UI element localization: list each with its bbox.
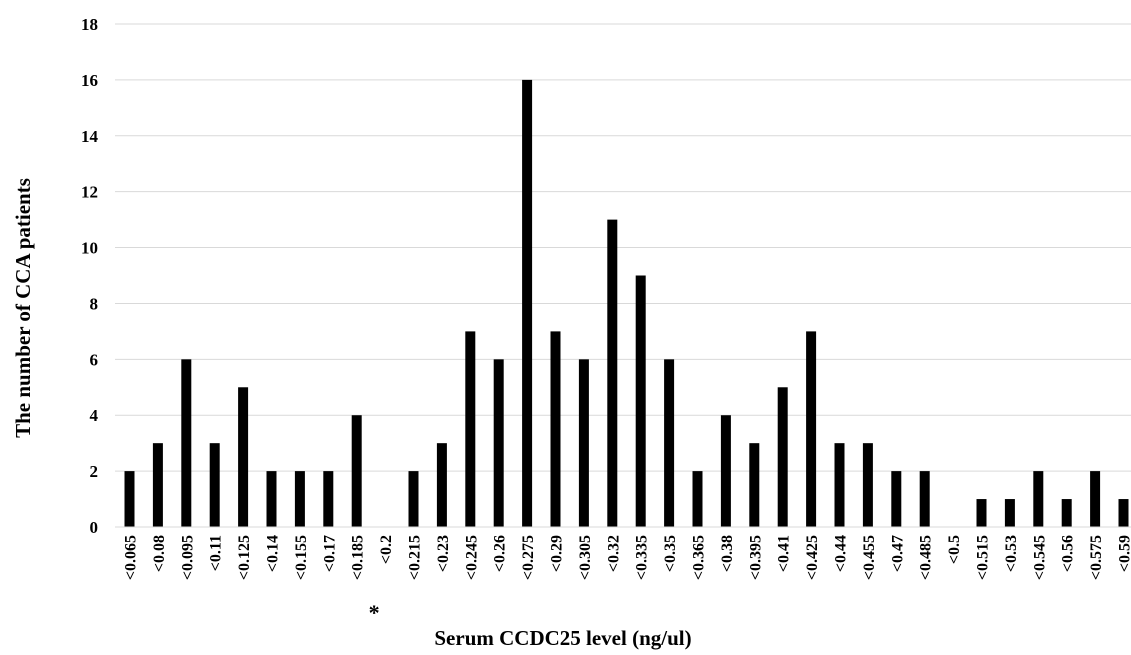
bar	[266, 471, 277, 527]
x-tick-label: <0.41	[776, 535, 793, 572]
x-tick-label: <0.26	[492, 535, 509, 572]
x-axis-title: Serum CCDC25 level (ng/ul)	[434, 626, 691, 650]
x-tick-label: <0.47	[889, 535, 906, 572]
x-tick-label: <0.515	[975, 535, 992, 580]
bar	[891, 471, 902, 527]
bar	[834, 443, 845, 527]
bar	[1033, 471, 1044, 527]
bar	[408, 471, 419, 527]
gridlines	[115, 23, 1131, 472]
x-tick-label: <0.23	[435, 535, 452, 572]
x-tick-label: <0.14	[265, 535, 282, 572]
bar	[465, 331, 476, 527]
x-tick-label: <0.425	[804, 535, 821, 580]
x-tick-label: <0.365	[691, 535, 708, 580]
x-tick-label: <0.59	[1117, 535, 1131, 572]
bar	[436, 443, 447, 527]
bar	[749, 443, 760, 527]
x-tick-label: <0.395	[747, 535, 764, 580]
x-tick-label: <0.08	[151, 535, 168, 572]
x-tick-label: <0.545	[1031, 535, 1048, 580]
x-tick-label: <0.575	[1088, 535, 1105, 580]
bar	[635, 275, 646, 527]
bar	[1090, 471, 1101, 527]
bar	[152, 443, 163, 527]
x-tick-label: <0.56	[1060, 535, 1077, 572]
footnote-asterisk: *	[369, 600, 380, 625]
y-tick-label: 10	[81, 239, 98, 258]
x-axis-ticks: <0.065 <0.08 <0.095 <0.11 <0.125 <0.14 <0.155 <…	[123, 535, 1131, 580]
bar	[919, 471, 930, 527]
bar	[323, 471, 334, 527]
bar	[294, 471, 305, 527]
y-tick-label: 16	[81, 71, 98, 90]
x-tick-label: <0.38	[719, 535, 736, 572]
x-tick-label: <0.11	[208, 535, 225, 571]
bar	[976, 499, 987, 527]
x-tick-label: <0.305	[577, 535, 594, 580]
x-tick-label: <0.44	[833, 535, 850, 572]
bar	[550, 331, 561, 527]
y-tick-label: 8	[90, 294, 99, 313]
bar	[806, 331, 817, 527]
bar	[692, 471, 703, 527]
y-tick-label: 4	[90, 406, 99, 425]
y-axis-ticks: 0 2 4 6 8 10 12 14 16 18	[81, 15, 99, 537]
bar	[181, 359, 192, 527]
bar	[578, 359, 589, 527]
x-tick-label: <0.275	[520, 535, 537, 580]
y-tick-label: 6	[90, 350, 99, 369]
y-tick-label: 12	[81, 183, 98, 202]
x-tick-label: <0.245	[463, 535, 480, 580]
x-tick-label: <0.485	[918, 535, 935, 580]
x-tick-label: <0.35	[662, 535, 679, 572]
x-tick-label: <0.215	[407, 535, 424, 580]
y-tick-label: 14	[81, 127, 99, 146]
bar	[720, 415, 731, 527]
bars	[124, 79, 1129, 527]
y-tick-label: 2	[90, 462, 99, 481]
x-tick-label: <0.32	[605, 535, 622, 572]
bar	[862, 443, 873, 527]
x-tick-label: <0.095	[179, 535, 196, 580]
bar	[607, 219, 618, 527]
bar	[522, 79, 533, 527]
x-tick-label: <0.17	[321, 535, 338, 572]
x-tick-label: <0.185	[350, 535, 367, 580]
x-tick-label: <0.125	[236, 535, 253, 580]
x-tick-label: <0.53	[1003, 535, 1020, 572]
bar	[1004, 499, 1015, 527]
x-tick-label: <0.29	[549, 535, 566, 572]
bar	[664, 359, 675, 527]
x-tick-label: <0.455	[861, 535, 878, 580]
bar	[351, 415, 362, 527]
y-tick-label: 18	[81, 15, 98, 34]
x-tick-label: <0.2	[378, 535, 395, 564]
x-tick-label: <0.5	[946, 535, 963, 564]
bar	[777, 387, 788, 527]
bar	[238, 387, 249, 527]
y-tick-label: 0	[90, 518, 99, 537]
x-tick-label: <0.155	[293, 535, 310, 580]
bar	[1118, 499, 1129, 527]
x-tick-label: <0.335	[634, 535, 651, 580]
bar	[1061, 499, 1072, 527]
y-axis-title: The number of CCA patients	[11, 178, 35, 438]
x-tick-label: <0.065	[123, 535, 140, 580]
bar	[124, 471, 135, 527]
bar	[493, 359, 504, 527]
bar	[209, 443, 220, 527]
